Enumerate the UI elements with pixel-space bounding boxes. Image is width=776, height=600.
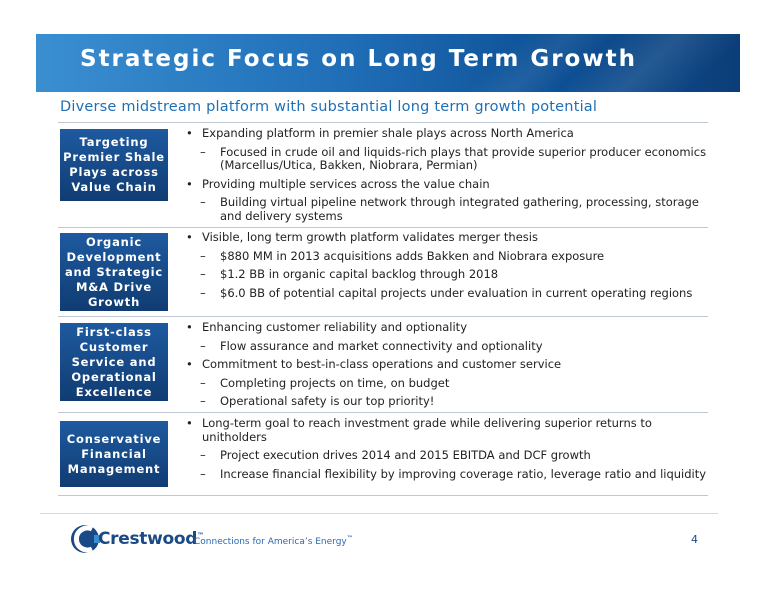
title-banner: Strategic Focus on Long Term Growth — [36, 34, 740, 92]
section-customer-service: First-class Customer Service and Operati… — [58, 317, 708, 413]
page-subtitle: Diverse midstream platform with substant… — [60, 99, 598, 115]
divider — [58, 227, 708, 228]
sub-bullet-item: – Completing projects on time, on budget — [200, 375, 450, 390]
divider — [58, 316, 708, 317]
section-bullets: • Long-term goal to reach investment grad… — [180, 416, 708, 486]
tagline: Connections for America’s Energy™ — [194, 535, 353, 547]
sub-bullet-item: – Flow assurance and market connectivity … — [200, 338, 543, 353]
sub-bullet-item: – $880 MM in 2013 acquisitions adds Bakke… — [200, 248, 605, 263]
crestwood-logo-icon — [71, 525, 100, 553]
sub-bullet-item: – $1.2 BB in organic capital backlog thro… — [200, 267, 499, 281]
bullet-item: • Expanding platform in premier shale pla… — [186, 126, 574, 140]
section-label: Conservative Financial Management — [60, 421, 168, 487]
sub-bullet-item: – Building virtual pipeline network throu… — [200, 195, 699, 223]
sub-bullet-item: – Project execution drives 2014 and 2015 … — [200, 448, 591, 462]
section-label: Organic Development and Strategic M&A Dr… — [60, 233, 168, 311]
bullet-item: • Providing multiple services across the … — [186, 176, 490, 191]
section-financial-management: Conservative Financial Management • Long-… — [58, 413, 708, 496]
divider — [58, 495, 708, 496]
section-bullets: • Expanding platform in premier shale pla… — [180, 126, 708, 228]
section-organic-development: Organic Development and Strategic M&A Dr… — [58, 228, 708, 317]
page-number: 4 — [691, 533, 698, 546]
section-targeting: Targeting Premier Shale Plays across Val… — [58, 124, 708, 228]
sub-bullet-item: – Focused in crude oil and liquids-rich p… — [200, 144, 707, 172]
footer-divider — [40, 513, 718, 514]
bullet-item: • Long-term goal to reach investment grad… — [186, 416, 652, 444]
divider — [58, 122, 708, 123]
section-bullets: • Enhancing customer reliability and opti… — [180, 320, 708, 414]
logo-wordmark: Crestwood™ — [98, 529, 204, 549]
sub-bullet-item: – Operational safety is our top priority! — [200, 394, 435, 408]
section-label: First-class Customer Service and Operati… — [60, 323, 168, 401]
divider — [58, 412, 708, 413]
sub-bullet-item: – Increase financial flexibility by impro… — [200, 466, 707, 481]
bullet-item: • Visible, long term growth platform vali… — [186, 230, 538, 244]
page-title: Strategic Focus on Long Term Growth — [80, 46, 637, 72]
sub-bullet-item: – $6.0 BB of potential capital projects u… — [200, 285, 693, 300]
section-bullets: • Visible, long term growth platform vali… — [180, 230, 708, 305]
bullet-item: • Enhancing customer reliability and opti… — [186, 320, 467, 334]
section-label: Targeting Premier Shale Plays across Val… — [60, 129, 168, 201]
bullet-item: • Commitment to best-in-class operations … — [186, 357, 562, 371]
